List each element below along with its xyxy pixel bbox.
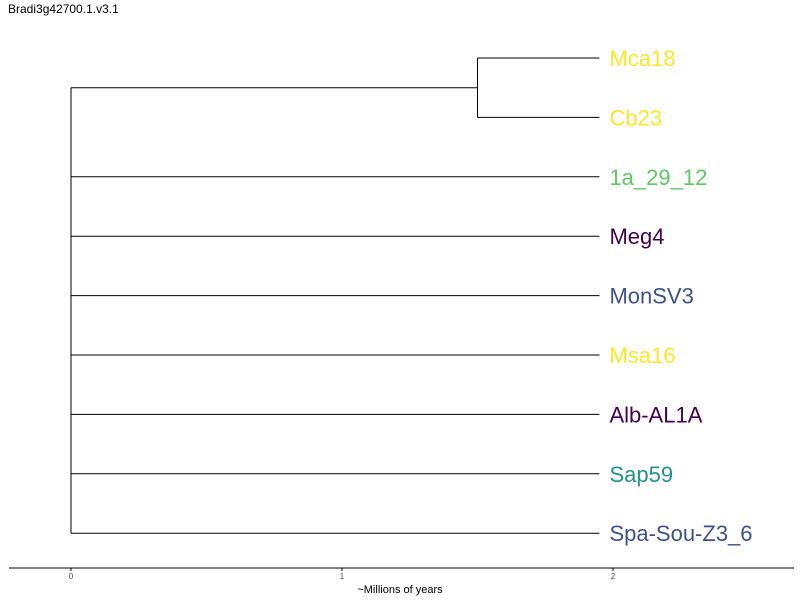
x-tick-label-0: 0	[69, 572, 74, 581]
branches	[70, 57, 600, 534]
x-tick-label-2: 2	[611, 572, 616, 581]
x-axis-title: ~Millions of years	[357, 584, 443, 596]
x-tick-label-1: 1	[340, 572, 345, 581]
leaf-label-1a_29_12: 1a_29_12	[609, 165, 707, 190]
leaf-label-Cb23: Cb23	[609, 105, 662, 130]
leaf-label-Msa16: Msa16	[609, 343, 675, 368]
leaf-label-Sap59: Sap59	[609, 462, 673, 487]
tree-title: Bradi3g42700.1.v3.1	[8, 2, 119, 16]
leaf-labels: Mca18 Cb23 1a_29_12 Meg4 MonSV3 Msa16 Alb-AL1A…	[609, 46, 752, 546]
leaf-label-Mca18: Mca18	[609, 46, 675, 71]
x-axis-ticks: 0 1 2	[69, 568, 616, 581]
leaf-label-Meg4: Meg4	[609, 224, 664, 249]
leaf-label-Spa-Sou-Z3_6: Spa-Sou-Z3_6	[609, 521, 752, 546]
x-axis: 0 1 2 ~Millions of years	[9, 567, 794, 596]
leaf-label-MonSV3: MonSV3	[609, 284, 693, 309]
leaf-label-Alb-AL1A: Alb-AL1A	[609, 402, 702, 427]
